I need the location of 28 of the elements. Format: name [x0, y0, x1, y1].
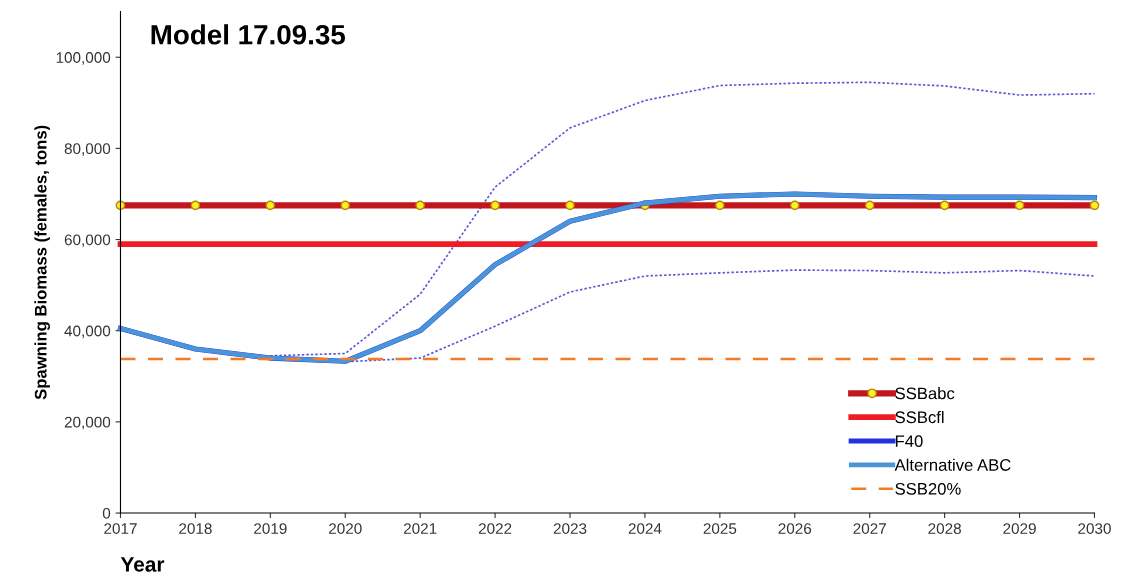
x-tick-label: 2018 [179, 523, 212, 534]
y-axis-title: Spawning Biomass (females, tons) [34, 125, 50, 400]
x-axis-title: Year [120, 557, 165, 572]
x-tick-label: 2020 [329, 523, 362, 534]
legend-label: Alternative ABC [894, 458, 1011, 471]
x-tick-label: 2017 [104, 523, 137, 534]
x-tick-label: 2023 [553, 523, 587, 534]
x-tick-label: 2022 [478, 523, 512, 534]
chart-title: Model 17.09.35 [151, 24, 346, 45]
y-tick-label: 100,000 [56, 52, 111, 65]
x-tick-label: 2024 [628, 523, 662, 534]
legend-label: SSB20% [895, 482, 961, 495]
x-tick-label: 2025 [703, 523, 737, 534]
x-tick-label: 2028 [928, 523, 961, 534]
x-tick-label: 2030 [1078, 523, 1111, 534]
x-tick-label: 2019 [254, 523, 287, 534]
legend-label: SSBabc [895, 387, 955, 400]
y-tick-label: 0 [102, 507, 111, 519]
legend-label: SSBcfl [895, 410, 944, 424]
y-tick-label: 20,000 [64, 416, 111, 430]
legend-label: F40 [895, 435, 923, 448]
x-tick-label: 2026 [778, 523, 812, 534]
x-tick-label: 2027 [853, 523, 886, 534]
x-tick-label: 2021 [403, 523, 437, 534]
y-tick-label: 60,000 [64, 234, 111, 248]
y-tick-label: 80,000 [64, 143, 111, 156]
x-tick-label: 2029 [1003, 523, 1036, 534]
y-tick-label: 40,000 [64, 325, 111, 339]
